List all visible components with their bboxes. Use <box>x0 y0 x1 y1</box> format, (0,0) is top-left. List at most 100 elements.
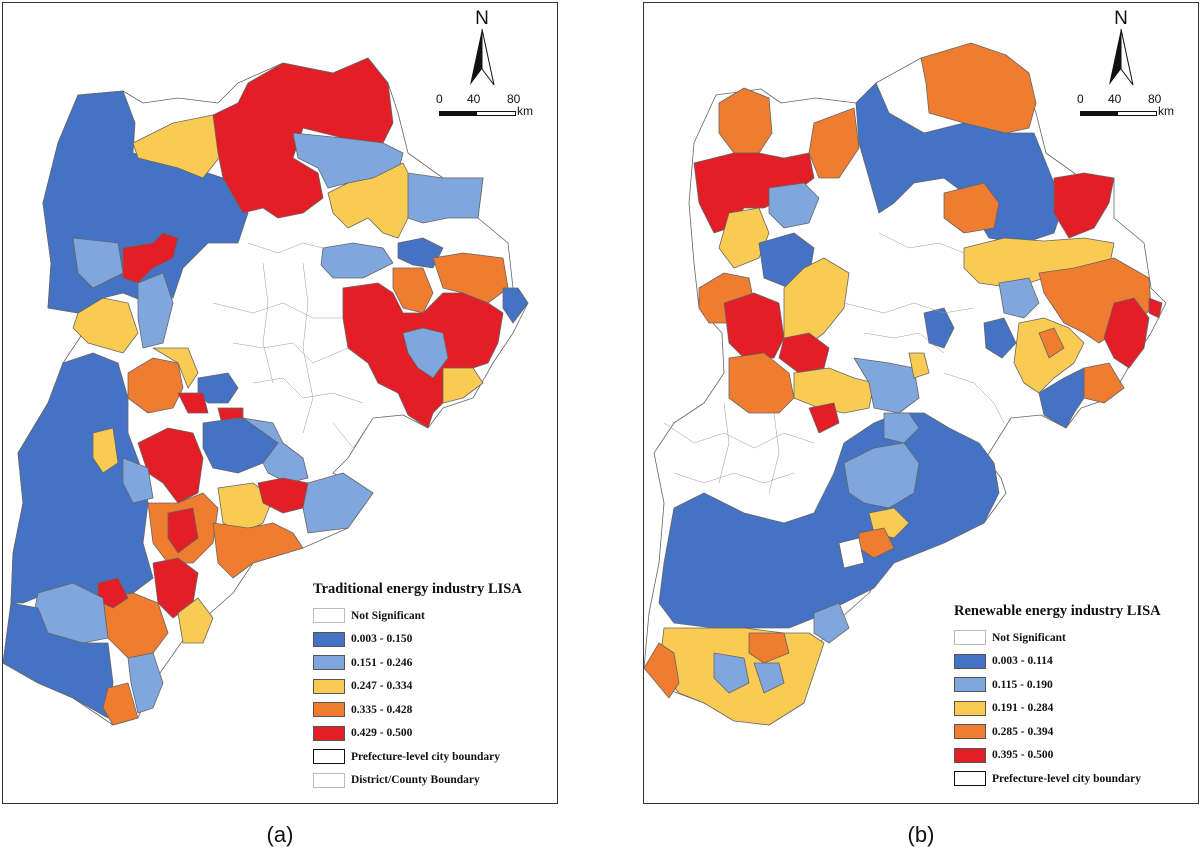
legend-item: 0.115 - 0.190 <box>954 673 1161 697</box>
region-e-orange3 <box>1038 327 1065 359</box>
scale-bar-white <box>476 111 516 116</box>
scale-tick-40: 40 <box>1108 92 1122 106</box>
region-s-orange2 <box>102 682 139 726</box>
region-se-blue <box>1038 367 1085 429</box>
region-e-lightblue <box>320 242 394 279</box>
choropleth-map-b <box>644 42 1167 726</box>
legend-item: 0.003 - 0.114 <box>954 650 1161 674</box>
region-nw-yellow <box>132 114 224 179</box>
region-ssw-blue <box>3 602 114 719</box>
scale-unit: km <box>517 104 533 118</box>
region-s-lightblue3 <box>813 602 850 644</box>
north-arrow-icon <box>1109 28 1134 86</box>
legend-title: Traditional energy industry LISA <box>313 581 522 597</box>
region-c-red3 <box>167 507 199 554</box>
region-c-yellow <box>793 367 875 414</box>
scale-tick-0: 0 <box>436 92 443 106</box>
legend-item: 0.335 - 0.428 <box>313 698 522 722</box>
region-c-red1 <box>177 392 209 414</box>
region-e-red2 <box>1103 297 1150 369</box>
region-nw-orange <box>718 87 773 154</box>
region-nw-yellow <box>718 207 770 269</box>
north-arrow: N <box>465 9 499 92</box>
legend-title: Renewable energy industry LISA <box>954 603 1161 619</box>
legend-item: 0.151 - 0.246 <box>313 651 522 675</box>
scale-bar-black <box>439 111 477 116</box>
region-c-yellow2 <box>908 352 930 379</box>
region-s-white-gap <box>838 537 865 569</box>
legend-item: Not Significant <box>954 626 1161 650</box>
legend-a: Traditional energy industry LISA Not Sig… <box>313 581 522 792</box>
region-w-red <box>723 292 785 359</box>
region-se-yellow <box>442 367 484 404</box>
region-mid-lightblue <box>137 272 174 349</box>
legend-item: 0.247 - 0.334 <box>313 675 522 699</box>
caption-b: (b) <box>907 822 935 847</box>
region-c-red <box>778 332 830 374</box>
region-e-lightblue <box>998 277 1040 319</box>
region-coast-blue <box>502 287 529 324</box>
scale-tick-40: 40 <box>467 92 481 106</box>
region-c-yellow2 <box>217 482 274 534</box>
legend-item: 0.003 - 0.150 <box>313 628 522 652</box>
north-arrow-icon <box>470 28 495 86</box>
district-lines-a <box>212 242 374 449</box>
region-coast-red <box>1148 297 1163 319</box>
region-ne-orange <box>943 182 1000 234</box>
legend-item: Not Significant <box>313 604 522 628</box>
choropleth-map-a <box>3 57 529 726</box>
legend-item: Prefecture-level city boundary <box>313 745 522 769</box>
scale-tick-80: 80 <box>1148 92 1162 106</box>
region-c-orange3 <box>212 522 304 579</box>
scale-bar-white <box>1117 111 1157 116</box>
north-label: N <box>475 8 489 29</box>
scale-tick-80: 80 <box>507 92 521 106</box>
region-ne-red <box>1053 172 1115 239</box>
region-sw-yellow <box>92 427 119 474</box>
legend-item: 0.285 - 0.394 <box>954 720 1161 744</box>
region-n-lightblue <box>768 182 820 229</box>
region-c-lightblue2 <box>242 417 309 484</box>
region-nw-lightblue <box>72 237 124 289</box>
region-s-lightblue5 <box>753 662 785 694</box>
scale-bar-black <box>1080 111 1118 116</box>
region-s-lightblue-cluster <box>843 442 920 509</box>
region-e-blue1 <box>923 307 955 349</box>
region-c-orange <box>127 357 184 414</box>
region-c-redcore <box>137 427 204 504</box>
map-panel-a: N 0 40 80 km Traditional energy industry… <box>2 2 558 804</box>
region-s-lightblue4 <box>713 652 750 694</box>
region-se-lightblue <box>302 472 374 534</box>
region-n-blue-big <box>855 82 1065 244</box>
region-ne-lightblue <box>407 172 484 224</box>
region-e-blue <box>397 237 444 269</box>
scale-bar: 0 40 80 km <box>435 92 545 132</box>
legend-item: 0.191 - 0.284 <box>954 697 1161 721</box>
region-n-red <box>212 57 394 219</box>
region-e-lightblue2 <box>402 327 449 379</box>
district-lines-b <box>663 232 1005 494</box>
region-nw-red <box>122 232 179 284</box>
region-s-orange <box>102 592 169 659</box>
scale-bar: 0 40 80 km <box>1076 92 1186 132</box>
region-s-lightblue2 <box>127 652 164 714</box>
region-s-lightblue2 <box>883 412 920 444</box>
region-c-red2 <box>808 402 840 434</box>
legend-item: 0.429 - 0.500 <box>313 722 522 746</box>
legend-item: Prefecture-level city boundary <box>954 767 1161 791</box>
region-e-orange <box>432 252 509 304</box>
map-panel-b: N 0 40 80 km Renewable energy industry L… <box>643 2 1199 804</box>
region-ne-yellow <box>327 162 414 239</box>
region-c-orange <box>728 352 795 414</box>
region-n-orange-big <box>920 42 1037 134</box>
region-s-yellow <box>177 597 214 644</box>
region-n-orange <box>808 107 860 179</box>
scale-unit: km <box>1158 104 1174 118</box>
north-arrow: N <box>1104 9 1138 92</box>
scale-tick-0: 0 <box>1077 92 1084 106</box>
legend-b: Renewable energy industry LISA Not Signi… <box>954 603 1161 791</box>
caption-a: (a) <box>266 822 294 847</box>
region-s-orange2 <box>748 632 790 664</box>
region-c-lightblue <box>853 357 920 414</box>
region-e-blue2 <box>983 317 1017 359</box>
